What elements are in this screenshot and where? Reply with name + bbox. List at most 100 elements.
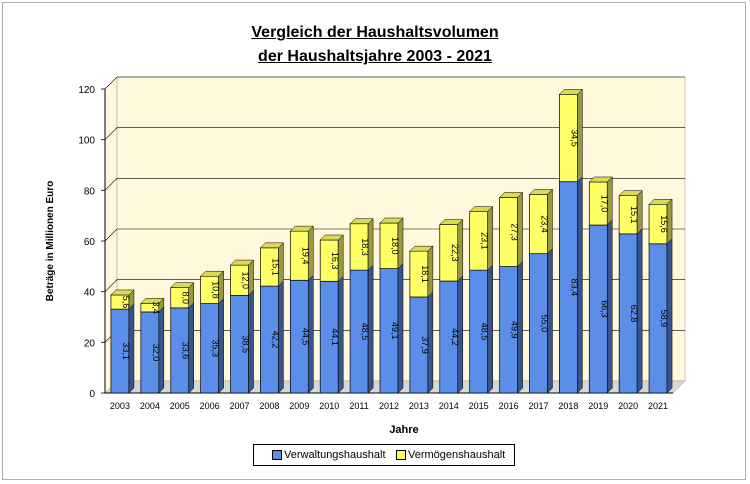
y-tick-label: 0 bbox=[89, 389, 95, 400]
data-label: 58,9 bbox=[659, 310, 669, 328]
bar-top bbox=[319, 234, 344, 241]
data-label: 5,6 bbox=[121, 296, 131, 309]
data-label: 15,6 bbox=[659, 215, 669, 233]
x-tick-label: 2021 bbox=[648, 401, 668, 411]
data-label: 33,1 bbox=[121, 342, 131, 360]
gridline bbox=[104, 178, 685, 191]
y-tick-label: 120 bbox=[78, 85, 95, 96]
data-label: 55,0 bbox=[539, 315, 549, 333]
data-label: 44,1 bbox=[330, 328, 340, 346]
data-label: 15,1 bbox=[270, 258, 280, 276]
bar-top bbox=[229, 259, 255, 266]
legend-label-verwaltungshaushalt: Verwaltungshaushalt bbox=[284, 449, 386, 461]
gridline bbox=[104, 279, 685, 292]
data-label: 23,1 bbox=[480, 232, 490, 250]
data-label: 32,0 bbox=[151, 344, 161, 362]
bar-top bbox=[588, 176, 613, 183]
x-tick-label: 2011 bbox=[349, 401, 368, 411]
x-axis-label: Jahre bbox=[389, 424, 418, 436]
data-label: 22,3 bbox=[450, 244, 460, 262]
data-label: 33,6 bbox=[181, 342, 191, 360]
bar-top bbox=[528, 189, 554, 195]
data-label: 42,2 bbox=[270, 331, 280, 349]
data-label: 38,5 bbox=[241, 335, 251, 353]
data-label: 49,1 bbox=[390, 322, 400, 340]
bar-top bbox=[409, 245, 434, 252]
bar-top bbox=[439, 219, 464, 225]
x-tick-label: 2014 bbox=[439, 401, 459, 411]
chart-title-line1: Vergleich der Haushaltsvolumen bbox=[251, 24, 499, 41]
data-label: 35,3 bbox=[211, 340, 221, 358]
y-tick-label: 100 bbox=[78, 136, 95, 147]
bar-top bbox=[140, 298, 165, 304]
data-label: 44,5 bbox=[300, 328, 310, 346]
data-label: 18,0 bbox=[390, 237, 400, 255]
data-label: 34,5 bbox=[569, 129, 579, 147]
x-tick-label: 2010 bbox=[319, 401, 339, 411]
x-tick-label: 2018 bbox=[558, 401, 578, 411]
data-label: 37,9 bbox=[420, 336, 430, 354]
bar-top bbox=[558, 89, 583, 95]
data-label: 16,3 bbox=[330, 252, 340, 270]
x-tick-label: 2016 bbox=[499, 401, 519, 411]
x-tick-label: 2003 bbox=[110, 401, 130, 411]
gridline bbox=[104, 76, 685, 90]
chart-title-line2: der Haushaltsjahre 2003 - 2021 bbox=[258, 48, 492, 65]
gridline bbox=[104, 228, 685, 242]
data-label: 3,4 bbox=[151, 301, 161, 314]
bar-top bbox=[379, 217, 404, 224]
y-tick-label: 80 bbox=[84, 186, 96, 197]
data-label: 15,1 bbox=[629, 206, 639, 224]
legend-item-verwaltungshaushalt: Verwaltungshaushalt bbox=[272, 449, 386, 461]
data-label: 18,1 bbox=[420, 265, 430, 283]
y-axis-label: Beträge in Millionen Euro bbox=[45, 181, 56, 302]
data-label: 48,5 bbox=[360, 323, 370, 341]
chart-frame bbox=[2, 2, 746, 480]
legend-swatch-vermoegenshaushalt bbox=[396, 450, 406, 461]
bar-top bbox=[618, 190, 643, 196]
x-tick-label: 2008 bbox=[259, 401, 279, 411]
data-label: 10,8 bbox=[211, 281, 221, 299]
x-tick-label: 2020 bbox=[618, 401, 638, 411]
data-label: 66,3 bbox=[599, 300, 609, 318]
bar-top bbox=[110, 289, 135, 296]
data-label: 23,4 bbox=[539, 215, 549, 233]
data-label: 49,9 bbox=[510, 321, 520, 339]
gridline bbox=[104, 127, 685, 140]
x-tick-label: 2017 bbox=[528, 401, 548, 411]
data-label: 62,8 bbox=[629, 305, 639, 323]
bar-top bbox=[289, 225, 314, 232]
data-label: 8,0 bbox=[181, 291, 191, 304]
x-tick-label: 2007 bbox=[230, 401, 250, 411]
legend: Verwaltungshaushalt Vermögenshaushalt bbox=[253, 444, 515, 466]
data-label: 83,4 bbox=[569, 279, 579, 297]
x-tick-label: 2019 bbox=[588, 401, 608, 411]
legend-label-vermoegenshaushalt: Vermögenshaushalt bbox=[408, 449, 506, 461]
bar-top bbox=[498, 192, 524, 198]
data-label: 44,2 bbox=[450, 328, 460, 346]
x-tick-label: 2013 bbox=[409, 401, 429, 411]
x-tick-label: 2006 bbox=[200, 401, 220, 411]
bar-top bbox=[469, 206, 494, 212]
y-tick-label: 60 bbox=[84, 237, 96, 248]
data-label: 12,0 bbox=[241, 272, 251, 290]
data-label: 17,0 bbox=[599, 195, 609, 213]
data-label: 27,3 bbox=[510, 223, 520, 241]
bar-top bbox=[259, 242, 285, 249]
x-tick-label: 2009 bbox=[289, 401, 309, 411]
x-tick-label: 2004 bbox=[140, 401, 160, 411]
x-tick-label: 2015 bbox=[469, 401, 489, 411]
x-tick-label: 2005 bbox=[170, 401, 190, 411]
data-label: 48,5 bbox=[480, 323, 490, 341]
legend-item-vermoegenshaushalt: Vermögenshaushalt bbox=[396, 449, 505, 461]
y-tick-label: 20 bbox=[84, 338, 96, 349]
y-tick-label: 40 bbox=[84, 288, 96, 299]
bar-top bbox=[349, 218, 374, 225]
bar-top bbox=[170, 282, 195, 288]
x-tick-label: 2012 bbox=[379, 401, 399, 411]
bar-top bbox=[200, 270, 225, 277]
data-label: 19,4 bbox=[300, 247, 310, 265]
legend-swatch-verwaltungshaushalt bbox=[272, 450, 282, 461]
bar-top bbox=[648, 199, 673, 205]
